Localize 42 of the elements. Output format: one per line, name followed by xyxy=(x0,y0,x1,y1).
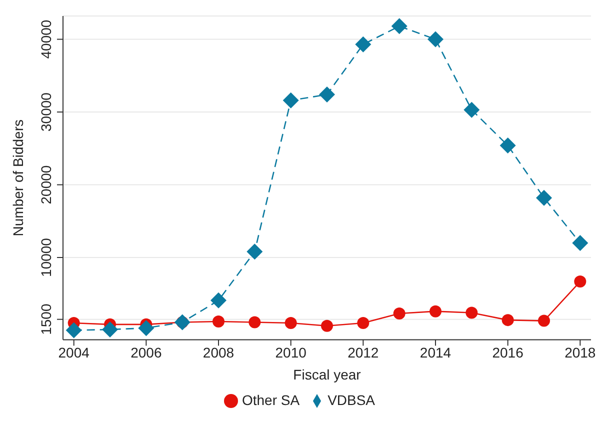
x-tick-label: 2004 xyxy=(58,344,90,361)
point xyxy=(138,320,154,336)
point xyxy=(427,31,444,48)
point xyxy=(210,292,227,308)
point xyxy=(246,244,263,260)
y-tick-label: 1500 xyxy=(38,304,54,335)
x-tick-label: 2012 xyxy=(348,344,379,361)
point xyxy=(321,320,333,332)
point xyxy=(282,92,299,108)
point xyxy=(102,322,118,338)
x-tick-label: 2016 xyxy=(492,344,524,361)
point xyxy=(284,316,297,329)
point xyxy=(574,276,586,288)
point xyxy=(429,305,442,318)
x-tick-label: 2006 xyxy=(130,344,162,361)
point xyxy=(248,316,261,328)
point xyxy=(536,190,552,206)
y-axis-title: Number of Bidders xyxy=(10,119,26,236)
x-tick-label: 2008 xyxy=(202,344,234,361)
point xyxy=(355,36,372,52)
x-tick-label: 2018 xyxy=(564,344,596,361)
legend-label: VDBSA xyxy=(328,392,376,408)
point xyxy=(393,308,406,320)
point xyxy=(212,316,225,328)
x-tick-label: 2010 xyxy=(275,344,307,361)
point xyxy=(538,314,550,327)
x-axis-title: Fiscal year xyxy=(293,366,362,383)
y-tick-label: 10000 xyxy=(38,238,54,277)
point xyxy=(572,234,588,251)
point xyxy=(66,322,82,338)
point xyxy=(391,18,408,34)
x-tick-label: 2014 xyxy=(420,344,452,361)
point xyxy=(500,137,516,154)
point xyxy=(466,306,478,319)
point xyxy=(502,314,514,326)
point xyxy=(357,316,370,329)
y-tick-label: 40000 xyxy=(38,20,54,59)
point xyxy=(464,102,480,118)
y-tick-label: 20000 xyxy=(38,165,54,204)
point xyxy=(319,86,335,103)
y-tick-label: 30000 xyxy=(38,92,54,132)
legend-label: Other SA xyxy=(242,392,300,408)
